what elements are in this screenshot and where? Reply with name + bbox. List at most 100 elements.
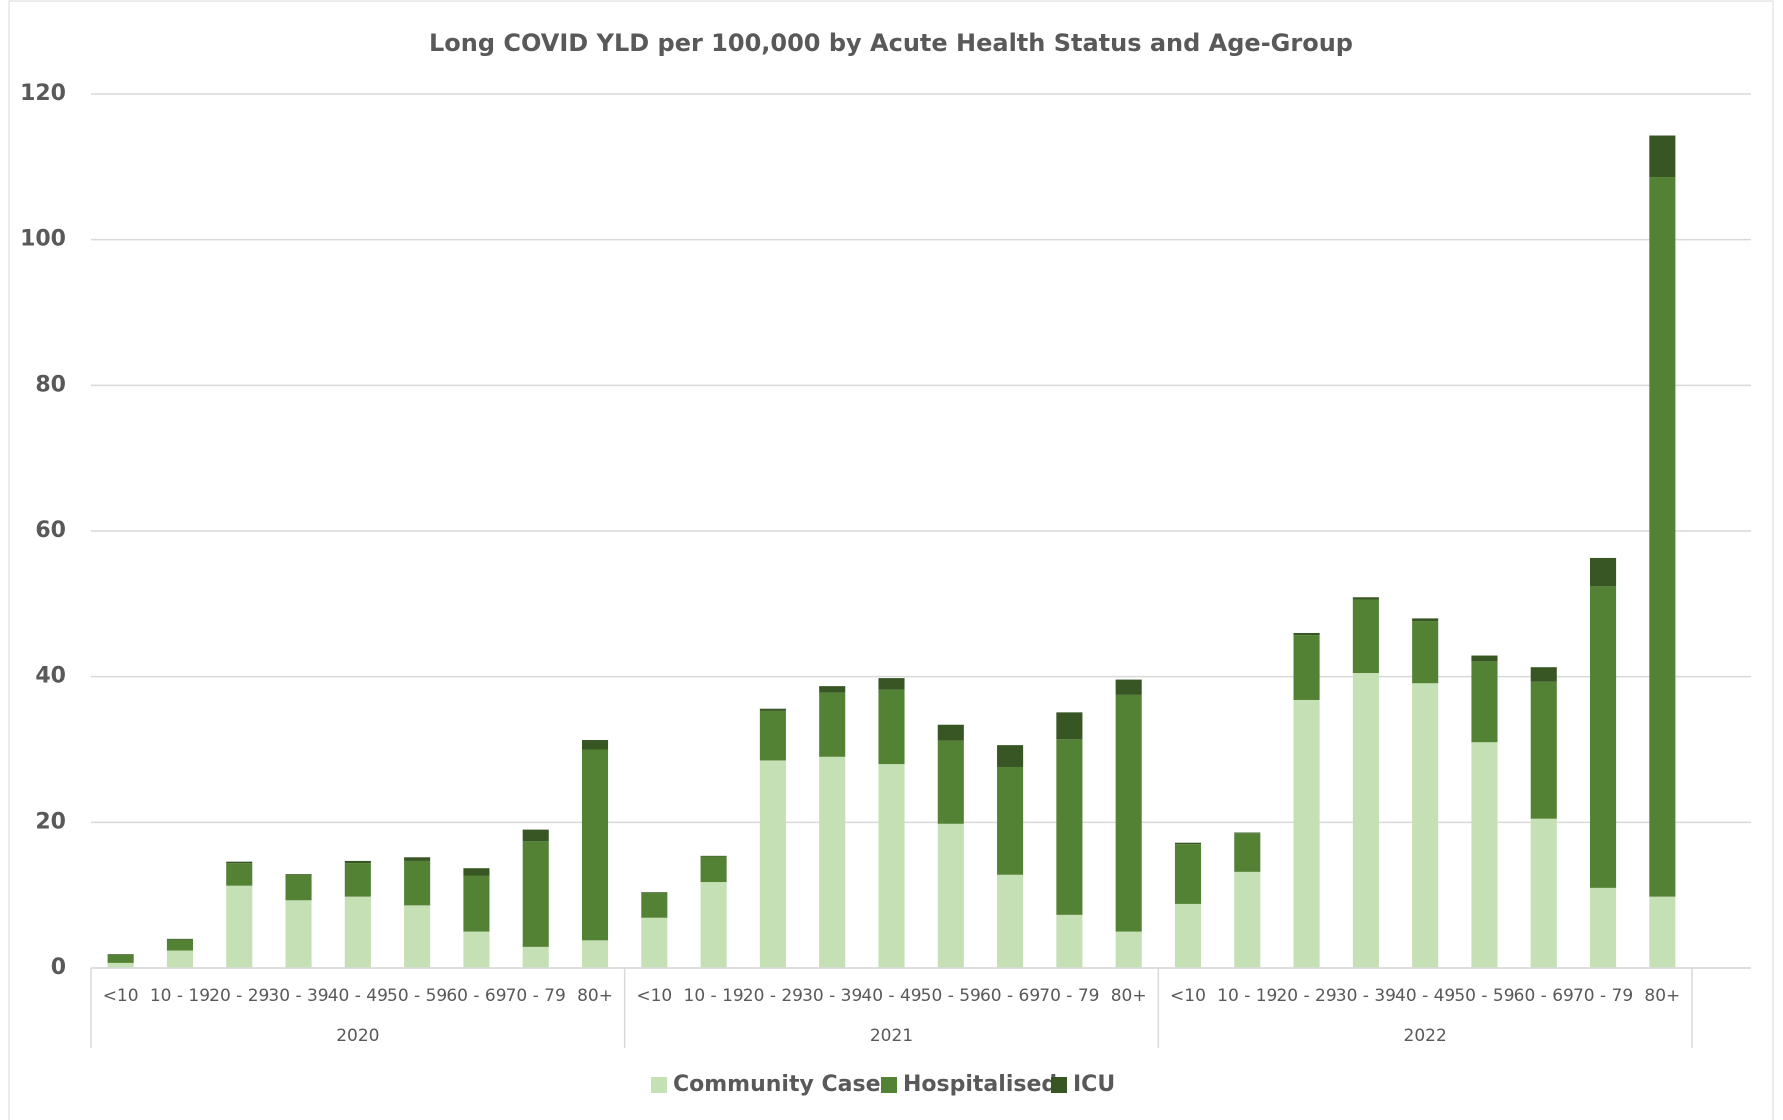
bar-segment: [759, 708, 786, 711]
bar-segment: [759, 710, 786, 761]
legend-label: ICU: [1073, 1072, 1115, 1097]
bar-segment: [344, 863, 371, 897]
bar-segment: [166, 950, 193, 968]
x-tick-label: 50 - 59: [1454, 986, 1514, 1006]
y-tick-label: 0: [51, 955, 66, 980]
bar-segment: [581, 740, 609, 750]
legend-label: Hospitalised: [903, 1072, 1057, 1097]
bar-segment: [522, 946, 549, 968]
bar-segment: [166, 939, 193, 951]
y-tick-label: 60: [35, 518, 66, 543]
bar-segment: [1412, 683, 1439, 968]
y-tick-label: 40: [35, 664, 66, 689]
bar-segment: [1471, 661, 1498, 743]
y-tick-label: 20: [35, 809, 66, 834]
x-tick-label: <10: [1170, 986, 1206, 1006]
bar-segment: [1174, 903, 1202, 968]
x-tick-label: 60 - 69: [446, 986, 506, 1006]
y-tick-label: 100: [20, 227, 66, 252]
x-tick-label: 30 - 39: [268, 986, 328, 1006]
bar-segment: [1649, 177, 1676, 897]
legend-label: Community Case: [673, 1072, 881, 1097]
bar-segment: [1590, 557, 1617, 587]
bar-segment: [1471, 655, 1498, 662]
bar-segment: [1412, 621, 1439, 684]
bar-segment: [1234, 833, 1261, 872]
bar-segment: [581, 940, 609, 968]
x-tick-label: 20 - 29: [743, 986, 803, 1006]
bar-segment: [1649, 896, 1676, 968]
bar-segment: [997, 766, 1024, 875]
x-tick-label: 50 - 59: [387, 986, 447, 1006]
bar-segment: [997, 745, 1024, 767]
bar-segment: [700, 856, 727, 883]
bar-segment: [1174, 844, 1202, 904]
group-label: 2020: [336, 1026, 379, 1046]
x-tick-label: 40 - 49: [861, 986, 921, 1006]
bar-segment: [641, 917, 668, 968]
x-tick-label: <10: [636, 986, 672, 1006]
x-tick-label: 10 - 19: [1217, 986, 1277, 1006]
bar-segment: [937, 823, 964, 968]
bar-segment: [1056, 739, 1083, 915]
bar-segment: [1590, 586, 1617, 888]
x-tick-label: 10 - 19: [150, 986, 210, 1006]
x-tick-label: 30 - 39: [802, 986, 862, 1006]
bar-segment: [226, 885, 253, 968]
bar-segment: [107, 962, 134, 968]
bar-segment: [1174, 842, 1202, 845]
bar-segment: [819, 686, 846, 693]
legend-swatch: [881, 1077, 897, 1093]
bar-segment: [344, 896, 371, 968]
bar-segment: [1530, 818, 1557, 968]
bar-segment: [878, 678, 905, 690]
y-tick-label: 120: [20, 81, 66, 106]
x-tick-label: 70 - 79: [1573, 986, 1633, 1006]
x-tick-label: <10: [103, 986, 139, 1006]
x-tick-label: 30 - 39: [1336, 986, 1396, 1006]
bar-segment: [1115, 931, 1142, 968]
bar-segment: [581, 749, 609, 941]
bar-segment: [759, 760, 786, 968]
x-tick-label: 20 - 29: [1276, 986, 1336, 1006]
bar-segment: [1115, 679, 1142, 695]
bar-segment: [641, 892, 668, 918]
x-tick-label: 80+: [1644, 986, 1680, 1006]
bar-segment: [1649, 135, 1676, 178]
bar-segment: [878, 689, 905, 765]
legend-swatch: [651, 1077, 667, 1093]
x-tick-label: 40 - 49: [328, 986, 388, 1006]
bar-segment: [1412, 618, 1439, 622]
bar-segment: [463, 931, 490, 968]
x-tick-label: 60 - 69: [1514, 986, 1574, 1006]
x-tick-label: 40 - 49: [1395, 986, 1455, 1006]
x-tick-label: 70 - 79: [1039, 986, 1099, 1006]
bar-segment: [878, 764, 905, 968]
group-label: 2021: [870, 1026, 913, 1046]
bar-segment: [226, 861, 253, 864]
bar-segment: [1471, 742, 1498, 968]
bar-segment: [1293, 635, 1320, 700]
bar-segment: [819, 756, 846, 968]
bar-segment: [1352, 597, 1379, 600]
bar-segment: [937, 724, 964, 741]
bar-segment: [937, 740, 964, 824]
bar-segment: [1293, 699, 1320, 968]
bar-segment: [1590, 887, 1617, 968]
bar-segment: [404, 857, 431, 861]
chart-title: Long COVID YLD per 100,000 by Acute Heal…: [429, 29, 1353, 57]
x-tick-label: 70 - 79: [506, 986, 566, 1006]
bar-segment: [285, 874, 312, 901]
bar-segment: [819, 692, 846, 757]
legend-swatch: [1051, 1077, 1067, 1093]
x-tick-label: 10 - 19: [684, 986, 744, 1006]
bar-segment: [1530, 681, 1557, 819]
bar-segment: [285, 900, 312, 968]
group-label: 2022: [1404, 1026, 1447, 1046]
bar-segment: [344, 860, 371, 864]
bar-segment: [641, 892, 668, 893]
bar-segment: [1234, 871, 1261, 968]
bar-segment: [166, 938, 193, 940]
bar-segment: [404, 905, 431, 968]
